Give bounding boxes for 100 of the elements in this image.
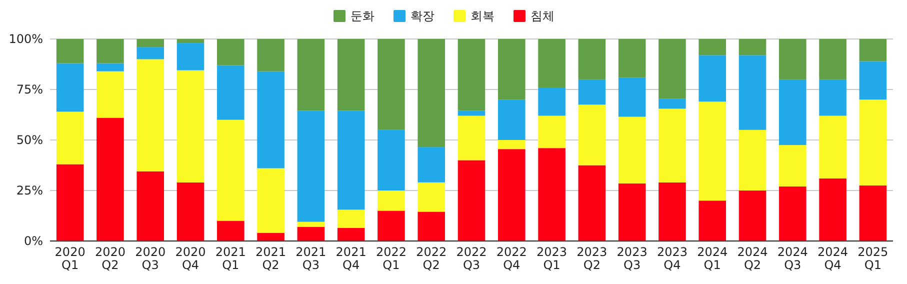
- bar: [418, 182, 446, 212]
- bar: [618, 77, 646, 117]
- bar: [297, 39, 325, 111]
- bar: [738, 130, 766, 190]
- bar: [698, 55, 726, 102]
- bar: [418, 147, 446, 182]
- legend-label: 확장: [410, 9, 434, 24]
- bar: [378, 39, 405, 130]
- y-tick-label: 100%: [8, 32, 43, 46]
- bar: [859, 39, 887, 62]
- bar: [96, 39, 124, 64]
- bar: [136, 39, 164, 48]
- bar: [418, 212, 446, 241]
- bar: [216, 120, 244, 221]
- bar: [257, 39, 284, 72]
- bar: [458, 160, 486, 241]
- bar: [297, 222, 325, 227]
- bar: [618, 116, 646, 184]
- bar: [498, 140, 526, 150]
- bar: [738, 190, 766, 241]
- bar: [819, 79, 846, 116]
- bar: [819, 39, 846, 80]
- bar: [538, 148, 566, 241]
- x-tick-label: 2022 Q4: [496, 245, 527, 272]
- bar: [658, 108, 686, 182]
- bar: [498, 149, 526, 241]
- bar: [578, 79, 606, 105]
- bar: [337, 210, 365, 228]
- bar: [458, 39, 486, 111]
- bar: [56, 63, 84, 112]
- bar: [738, 39, 766, 56]
- x-tick-label: 2024 Q1: [697, 245, 728, 272]
- bar: [418, 39, 446, 148]
- bar: [859, 100, 887, 186]
- bar: [578, 104, 606, 166]
- bar: [778, 186, 806, 241]
- bar: [778, 39, 806, 80]
- bar: [498, 100, 526, 140]
- bar: [96, 63, 124, 72]
- bar: [378, 130, 405, 190]
- bar: [176, 182, 204, 241]
- x-tick-label: 2023 Q4: [656, 245, 688, 272]
- y-tick-label: 0%: [24, 234, 43, 248]
- x-tick-label: 2021 Q3: [296, 245, 326, 272]
- bar: [698, 200, 726, 241]
- bar: [859, 61, 887, 100]
- bar: [819, 178, 846, 241]
- bar: [498, 39, 526, 100]
- bar: [698, 39, 726, 56]
- bar: [378, 190, 405, 211]
- bar: [297, 110, 325, 222]
- bar: [257, 71, 284, 168]
- x-tick-label: 2021 Q4: [336, 245, 366, 272]
- bar: [458, 116, 486, 160]
- bar: [337, 39, 365, 111]
- x-tick-label: 2025 Q1: [858, 245, 888, 272]
- bar: [216, 220, 244, 241]
- x-tick-label: 2022 Q2: [416, 245, 447, 272]
- bar: [458, 110, 486, 116]
- x-tick-label: 2024 Q2: [737, 245, 768, 272]
- bar: [778, 79, 806, 146]
- bar: [257, 168, 284, 233]
- legend-label: 회복: [470, 9, 494, 24]
- x-tick-label: 2021 Q2: [256, 245, 286, 272]
- bar: [96, 71, 124, 118]
- bar: [658, 39, 686, 99]
- bar: [337, 228, 365, 241]
- bar: [538, 87, 566, 116]
- bar: [778, 145, 806, 186]
- bar: [578, 165, 606, 241]
- bar: [859, 185, 887, 241]
- x-tick-label: 2021 Q1: [215, 245, 246, 272]
- bar: [56, 39, 84, 64]
- bar: [578, 39, 606, 80]
- x-tick-label: 2020 Q1: [54, 245, 86, 272]
- y-tick-label: 50%: [16, 133, 43, 148]
- bar: [618, 183, 646, 241]
- bar: [176, 43, 204, 70]
- x-tick-label: 2024 Q4: [818, 245, 848, 272]
- x-tick-label: 2020 Q4: [175, 245, 206, 272]
- bar: [658, 182, 686, 241]
- bar: [538, 39, 566, 88]
- y-tick-label: 75%: [16, 82, 43, 97]
- bar: [297, 226, 325, 241]
- x-tick-label: 2023 Q3: [616, 245, 648, 272]
- x-tick-label: 2022 Q3: [456, 245, 487, 272]
- x-tick-label: 2020 Q2: [94, 245, 126, 272]
- bar: [538, 116, 566, 148]
- bar: [216, 65, 244, 120]
- bar: [56, 112, 84, 164]
- bar: [136, 171, 164, 241]
- bar: [96, 118, 124, 241]
- bar: [698, 102, 726, 201]
- bar: [136, 47, 164, 60]
- bar: [658, 98, 686, 109]
- bar: [216, 39, 244, 66]
- bar: [378, 210, 405, 241]
- x-tick-label: 2024 Q3: [777, 245, 808, 272]
- x-tick-label: 2022 Q1: [376, 245, 406, 272]
- x-tick-label: 2023 Q1: [536, 245, 568, 272]
